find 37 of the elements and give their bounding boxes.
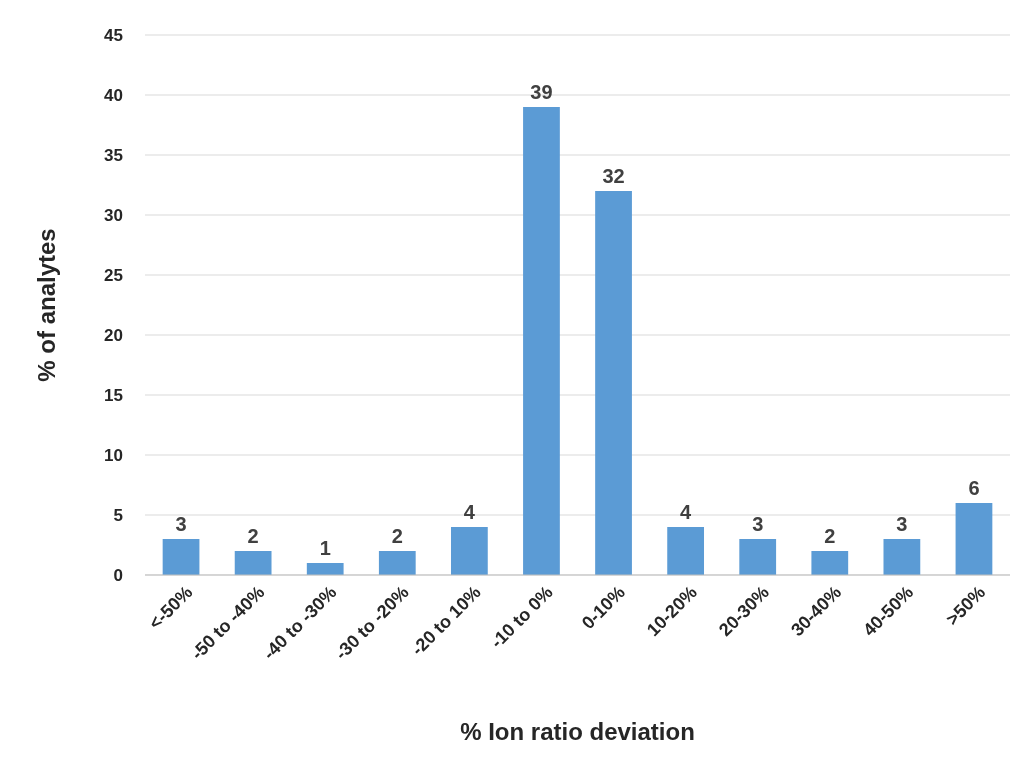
- bar: [955, 503, 993, 575]
- data-label: 2: [391, 525, 403, 547]
- data-label: 32: [602, 165, 625, 187]
- y-tick-label: 10: [104, 445, 123, 465]
- y-axis-title: % of analytes: [33, 228, 60, 382]
- x-axis-title: % Ion ratio deviation: [460, 718, 695, 745]
- bar: [667, 527, 705, 575]
- data-label: 4: [463, 501, 476, 523]
- data-label: 3: [896, 513, 908, 535]
- y-tick-label: 0: [113, 565, 123, 585]
- bar: [378, 551, 416, 575]
- y-tick-label: 15: [104, 385, 123, 405]
- y-tick-label: 35: [104, 145, 123, 165]
- y-tick-label: 25: [104, 265, 123, 285]
- bar: [811, 551, 849, 575]
- bar: [306, 563, 344, 575]
- x-tick-label: -10 to 0%: [486, 582, 557, 653]
- data-label: 39: [530, 81, 553, 103]
- bar: [595, 191, 632, 575]
- bar: [523, 107, 560, 575]
- y-tick-label: 40: [104, 85, 123, 105]
- data-label: 3: [175, 513, 187, 535]
- y-tick-label: 5: [113, 505, 123, 525]
- data-label: 3: [752, 513, 764, 535]
- y-tick-label: 45: [104, 25, 123, 45]
- data-label: 1: [319, 537, 331, 559]
- bar: [234, 551, 272, 575]
- y-tick-label: 20: [104, 325, 123, 345]
- bar: [883, 539, 921, 575]
- bar: [450, 527, 488, 575]
- data-label: 2: [824, 525, 836, 547]
- bar: [739, 539, 777, 575]
- data-label: 2: [247, 525, 259, 547]
- data-label: 6: [968, 477, 980, 499]
- bar: [162, 539, 200, 575]
- y-tick-label: 30: [104, 205, 123, 225]
- data-label: 4: [680, 501, 693, 523]
